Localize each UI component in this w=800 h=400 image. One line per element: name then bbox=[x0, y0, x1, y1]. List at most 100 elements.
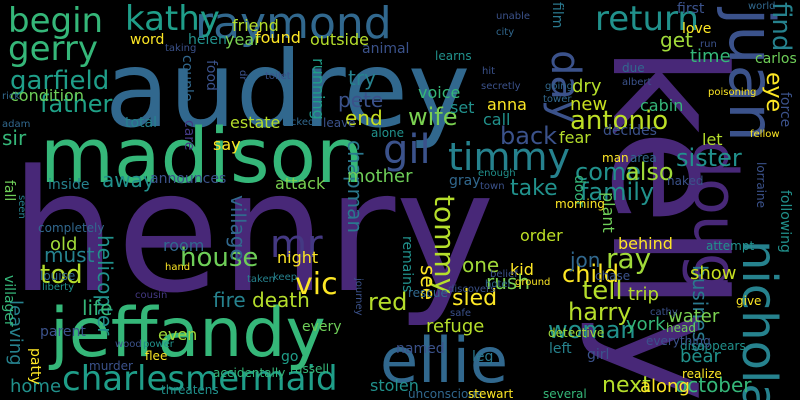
cloud-word: refuge bbox=[426, 316, 485, 337]
cloud-word: russell bbox=[290, 362, 330, 376]
cloud-word: albert bbox=[622, 77, 652, 88]
cloud-word: hit bbox=[482, 66, 496, 77]
cloud-word: must bbox=[44, 243, 95, 267]
cloud-word: next bbox=[602, 373, 651, 398]
cloud-word: fellow bbox=[750, 129, 780, 140]
cloud-word: announces bbox=[150, 171, 227, 187]
cloud-word: kelly bbox=[577, 45, 758, 400]
cloud-word: take bbox=[510, 176, 558, 201]
cloud-word: even bbox=[158, 325, 198, 344]
cloud-word: locked bbox=[282, 117, 315, 128]
cloud-word: anna bbox=[487, 95, 527, 114]
cloud-word: family bbox=[580, 178, 655, 206]
cloud-word: fall bbox=[1, 180, 17, 202]
cloud-word: found bbox=[255, 28, 301, 47]
cloud-word: leaving bbox=[5, 300, 26, 366]
cloud-word: remains bbox=[399, 236, 415, 293]
cloud-word: belief bbox=[490, 269, 518, 280]
cloud-word: jon bbox=[570, 248, 601, 272]
cloud-word: city bbox=[496, 27, 515, 38]
cloud-word: total bbox=[125, 115, 158, 131]
cloud-word: poisoning bbox=[708, 87, 757, 98]
cloud-word: discovers bbox=[448, 284, 496, 295]
cloud-word: patty bbox=[27, 348, 43, 385]
cloud-word: helen bbox=[188, 32, 227, 48]
cloud-word: alone bbox=[371, 126, 405, 140]
cloud-word: new bbox=[570, 94, 608, 115]
cloud-word: room bbox=[163, 236, 205, 255]
cloud-word: harry bbox=[568, 298, 632, 326]
cloud-word: order bbox=[520, 226, 563, 245]
cloud-word: time bbox=[690, 46, 731, 67]
cloud-word: madison bbox=[40, 111, 365, 200]
cloud-word: running bbox=[309, 58, 328, 120]
cloud-word: ellie bbox=[380, 324, 508, 397]
cloud-word: say bbox=[213, 135, 241, 154]
cloud-word: sled bbox=[452, 286, 498, 311]
cloud-word: lorraine bbox=[754, 162, 768, 209]
cloud-word: nicholas bbox=[731, 240, 787, 400]
cloud-word: end bbox=[345, 106, 383, 130]
cloud-word: helicopter bbox=[93, 235, 117, 336]
cloud-word: attack bbox=[275, 174, 326, 193]
cloud-word: october bbox=[675, 373, 752, 397]
cloud-word: give bbox=[736, 294, 762, 308]
cloud-word: power bbox=[143, 339, 174, 350]
cloud-word: tell bbox=[582, 276, 623, 306]
cloud-word: taken bbox=[247, 274, 275, 285]
cloud-word: tod bbox=[40, 260, 83, 290]
cloud-word: force bbox=[777, 92, 793, 128]
cloud-word: father bbox=[40, 90, 113, 118]
cloud-word: day bbox=[542, 50, 588, 124]
cloud-word: chapman bbox=[343, 140, 367, 234]
cloud-word: world bbox=[748, 1, 776, 12]
cloud-word: business bbox=[688, 265, 712, 353]
cloud-word: villager bbox=[1, 275, 17, 327]
cloud-word: water bbox=[668, 306, 720, 327]
cloud-word: begin bbox=[8, 1, 104, 41]
cloud-word: man bbox=[602, 151, 629, 165]
cloud-word: girl bbox=[587, 347, 610, 363]
cloud-word: named bbox=[396, 341, 445, 357]
cloud-word: love bbox=[682, 21, 712, 37]
cloud-word: chase bbox=[595, 269, 631, 283]
cloud-word: film bbox=[549, 2, 565, 29]
cloud-word: mr bbox=[270, 222, 323, 266]
cloud-word: dr bbox=[237, 70, 248, 81]
cloud-word: hotel bbox=[485, 279, 511, 290]
cloud-word: audrey bbox=[105, 29, 471, 151]
cloud-word: gil bbox=[383, 127, 431, 173]
cloud-word: safe bbox=[450, 308, 472, 319]
cloud-word: learns bbox=[435, 49, 472, 63]
cloud-word: let bbox=[702, 130, 723, 149]
cloud-word: stewart bbox=[468, 387, 514, 400]
cloud-word: jeffandy bbox=[50, 294, 326, 373]
cloud-word: also bbox=[625, 158, 674, 186]
cloud-word: death bbox=[252, 288, 310, 312]
cloud-word: parent bbox=[40, 324, 86, 340]
cloud-word: back bbox=[500, 122, 558, 150]
cloud-word: pete bbox=[338, 88, 384, 112]
cloud-word: timmy bbox=[448, 135, 570, 179]
cloud-word: estate bbox=[230, 113, 281, 132]
cloud-word: away bbox=[102, 168, 155, 192]
cloud-word: realize bbox=[682, 367, 722, 381]
cloud-word: cousin bbox=[135, 290, 168, 301]
cloud-word: wife bbox=[408, 103, 458, 131]
cloud-word: toilet bbox=[265, 71, 291, 82]
cloud-word: sir bbox=[2, 126, 27, 150]
cloud-word: inside bbox=[48, 177, 90, 193]
cloud-word: outside bbox=[310, 30, 369, 49]
cloud-word: head bbox=[666, 321, 696, 335]
cloud-word: house bbox=[180, 243, 259, 273]
cloud-word: door bbox=[571, 175, 587, 207]
cloud-word: doug bbox=[680, 140, 750, 291]
cloud-word: come bbox=[575, 158, 642, 186]
cloud-word: run bbox=[700, 39, 717, 50]
cloud-word: find bbox=[766, 2, 796, 52]
cloud-word: every bbox=[302, 319, 342, 335]
cloud-word: journey bbox=[353, 278, 364, 316]
cloud-word: raymond bbox=[195, 0, 392, 49]
cloud-word: set bbox=[450, 98, 475, 117]
